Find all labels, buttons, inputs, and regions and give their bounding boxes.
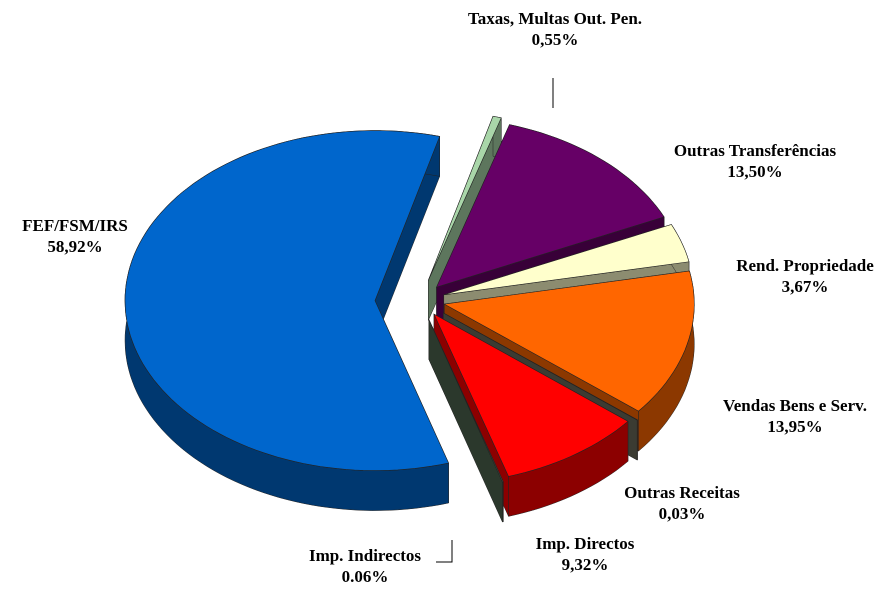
slice bbox=[124, 130, 450, 471]
category-label: FEF/FSM/IRS bbox=[22, 216, 128, 235]
value-label: 3,67% bbox=[781, 277, 829, 296]
category-label: Rend. Propriedade bbox=[736, 256, 874, 275]
slice bbox=[443, 312, 638, 421]
slice bbox=[428, 319, 504, 483]
slice-label: Imp. Directos 9,32% bbox=[505, 533, 665, 575]
value-label: 13,95% bbox=[767, 417, 823, 436]
slice bbox=[443, 270, 695, 412]
category-label: Taxas, Multas Out. Pen. bbox=[467, 9, 643, 28]
category-label: Vendas Bens e Serv. bbox=[723, 396, 867, 415]
slice bbox=[428, 115, 502, 281]
slice bbox=[443, 224, 690, 296]
slice-label: Taxas, Multas Out. Pen. 0,55% bbox=[460, 8, 650, 50]
slice-label: Imp. Indirectos 0.06% bbox=[280, 545, 450, 587]
category-label: Outras Transferências bbox=[673, 141, 837, 160]
category-label: Outras Receitas bbox=[624, 483, 740, 502]
category-label: Imp. Indirectos bbox=[308, 546, 422, 565]
value-label: 9,32% bbox=[561, 555, 609, 574]
category-label: Imp. Directos bbox=[535, 534, 635, 553]
slice-label: Outras Receitas 0,03% bbox=[592, 482, 772, 524]
value-label: 0,03% bbox=[658, 504, 706, 523]
leader-line bbox=[436, 540, 453, 563]
slice bbox=[433, 313, 629, 477]
value-label: 13,50% bbox=[727, 162, 783, 181]
slice-label: Outras Transferências 13,50% bbox=[645, 140, 865, 182]
slice-side bbox=[502, 481, 504, 523]
slice-label: Vendas Bens e Serv. 13,95% bbox=[695, 395, 894, 437]
slice bbox=[435, 124, 665, 288]
slice-label: FEF/FSM/IRS 58,92% bbox=[0, 215, 150, 257]
value-label: 0.06% bbox=[341, 567, 389, 586]
value-label: 0,55% bbox=[531, 30, 579, 49]
slice-label: Rend. Propriedade 3,67% bbox=[705, 255, 894, 297]
value-label: 58,92% bbox=[47, 237, 103, 256]
